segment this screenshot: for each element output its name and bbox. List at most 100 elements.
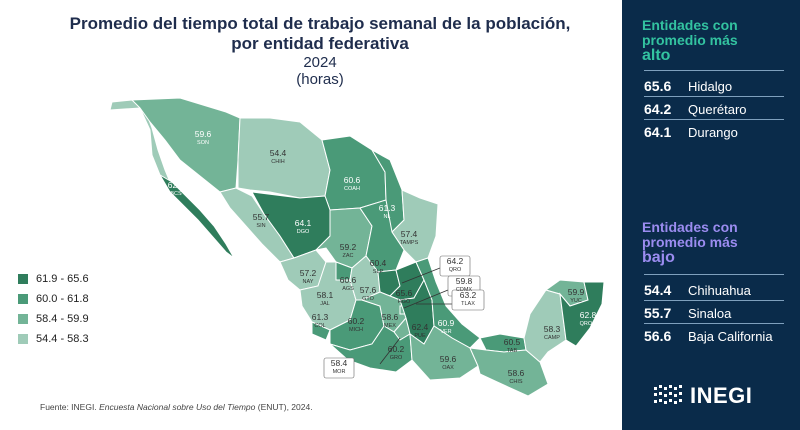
rank-name: Hidalgo <box>688 79 733 94</box>
state-abbr-pue: PUE <box>414 333 426 339</box>
state-qroo <box>559 281 605 347</box>
state-abbr-tamps: TAMPS <box>400 240 419 246</box>
state-abbr-nay: NAY <box>303 279 314 285</box>
inegi-logo: INEGI <box>654 383 752 409</box>
high-rank-2: 64.2 Querétaro <box>644 101 747 117</box>
state-bcs <box>158 173 235 259</box>
callout-mor <box>323 357 355 379</box>
legend-swatch <box>18 334 28 344</box>
state-value-hgo: 65.6 <box>396 288 413 298</box>
state-value-tlax: 63.2 <box>460 290 477 300</box>
state-value-oax: 59.6 <box>440 354 457 364</box>
rank-name: Durango <box>688 125 738 140</box>
legend-swatch <box>18 274 28 284</box>
state-value-qroo: 62.8 <box>580 310 597 320</box>
callout-tlax <box>451 289 485 311</box>
logo-text: INEGI <box>690 383 753 408</box>
state-value-ags: 60.6 <box>340 275 357 285</box>
divider <box>644 96 784 97</box>
state-abbr-qro: QRO <box>449 267 462 273</box>
high-rank-1: 65.6 Hidalgo <box>644 78 732 94</box>
state-value-yuc: 59.9 <box>568 287 585 297</box>
high-rank-3: 64.1 Durango <box>644 124 738 140</box>
title-line-1: Promedio del tiempo total de trabajo sem… <box>69 14 571 33</box>
state-abbr-tab: TAB <box>507 348 518 354</box>
source-suffix: (ENUT), 2024. <box>257 402 313 412</box>
state-value-mor: 58.4 <box>331 358 348 368</box>
legend-item: 60.0 - 61.8 <box>18 290 89 308</box>
state-abbr-camp: CAMP <box>544 335 560 341</box>
state-value-bc: 56.6 <box>122 113 139 123</box>
state-value-camp: 58.3 <box>544 324 561 334</box>
state-value-son: 59.6 <box>195 129 212 139</box>
state-abbr-chih: CHIH <box>271 159 284 165</box>
legend-label: 61.9 - 65.6 <box>36 273 89 285</box>
state-value-tab: 60.5 <box>504 337 521 347</box>
state-abbr-mich: MICH <box>349 327 363 333</box>
rank-value: 56.6 <box>644 328 672 344</box>
rank-value: 65.6 <box>644 78 672 94</box>
state-abbr-zac: ZAC <box>343 253 354 259</box>
low-heading-3: bajo <box>642 249 675 266</box>
divider <box>644 323 784 324</box>
legend-label: 60.0 - 61.8 <box>36 293 89 305</box>
state-value-ver: 60.9 <box>438 318 455 328</box>
low-heading: Entidades con promedio más bajo <box>642 219 738 266</box>
state-abbr-dgo: DGO <box>297 229 310 235</box>
high-heading-3: alto <box>642 47 671 64</box>
high-heading-2: promedio más <box>642 32 738 48</box>
state-chis <box>469 347 549 397</box>
state-value-dgo: 64.1 <box>295 218 312 228</box>
mexico-map: 56.6BC59.6SON54.4CHIH62.6BCS60.6COAH55.7… <box>109 97 605 397</box>
high-heading: Entidades con promedio más alto <box>642 18 738 64</box>
state-value-chis: 58.6 <box>508 368 525 378</box>
low-rank-2: 55.7 Sinaloa <box>644 305 731 321</box>
state-value-nl: 61.3 <box>379 203 396 213</box>
state-abbr-coah: COAH <box>344 186 360 192</box>
source-prefix: Fuente: INEGI. <box>40 402 97 412</box>
rank-name: Baja California <box>688 329 773 344</box>
legend-swatch <box>18 294 28 304</box>
low-rank-1: 54.4 Chihuahua <box>644 282 751 298</box>
map-title: Promedio del tiempo total de trabajo sem… <box>20 14 620 88</box>
state-abbr-oax: OAX <box>442 365 454 371</box>
state-abbr-yuc: YUC <box>570 298 582 304</box>
state-abbr-qroo: QROO <box>580 321 598 327</box>
low-heading-2: promedio más <box>642 234 738 250</box>
state-abbr-bcs: BCS <box>170 191 182 197</box>
rank-value: 64.1 <box>644 124 672 140</box>
rank-name: Chihuahua <box>688 283 751 298</box>
state-value-sin: 55.7 <box>253 212 270 222</box>
state-value-tamps: 57.4 <box>401 229 418 239</box>
state-col <box>311 321 331 341</box>
rank-value: 54.4 <box>644 282 672 298</box>
state-abbr-hgo: HGO <box>398 299 411 305</box>
source-title: Encuesta Nacional sobre Uso del Tiempo <box>99 402 256 412</box>
legend-swatch <box>18 314 28 324</box>
state-coah <box>321 135 387 211</box>
legend-item: 58.4 - 59.9 <box>18 310 89 328</box>
state-abbr-gto: GTO <box>362 296 375 302</box>
legend-label: 58.4 - 59.9 <box>36 313 89 325</box>
inegi-logo-icon <box>654 385 682 404</box>
state-abbr-gro: GRO <box>390 355 403 361</box>
legend-item: 54.4 - 58.3 <box>18 330 89 348</box>
state-abbr-tlax: TLAX <box>461 301 475 307</box>
state-abbr-ags: AGS <box>342 286 354 292</box>
state-value-coah: 60.6 <box>344 175 361 185</box>
low-heading-1: Entidades con <box>642 219 738 235</box>
low-rank-3: 56.6 Baja California <box>644 328 773 344</box>
state-abbr-nl: NL <box>383 214 390 220</box>
state-abbr-sin: SIN <box>256 223 265 229</box>
state-value-mex: 58.6 <box>382 312 399 322</box>
state-abbr-bc: BC <box>126 124 134 130</box>
state-value-cdmx: 59.8 <box>456 276 473 286</box>
state-abbr-chis: CHIS <box>509 379 522 385</box>
state-value-zac: 59.2 <box>340 242 357 252</box>
state-value-gro: 60.2 <box>388 344 405 354</box>
state-abbr-mex: MEX <box>384 323 396 329</box>
state-abbr-ver: VER <box>440 329 451 335</box>
legend-item: 61.9 - 65.6 <box>18 270 89 288</box>
state-value-slp: 60.4 <box>370 258 387 268</box>
leader-lines <box>379 267 452 365</box>
